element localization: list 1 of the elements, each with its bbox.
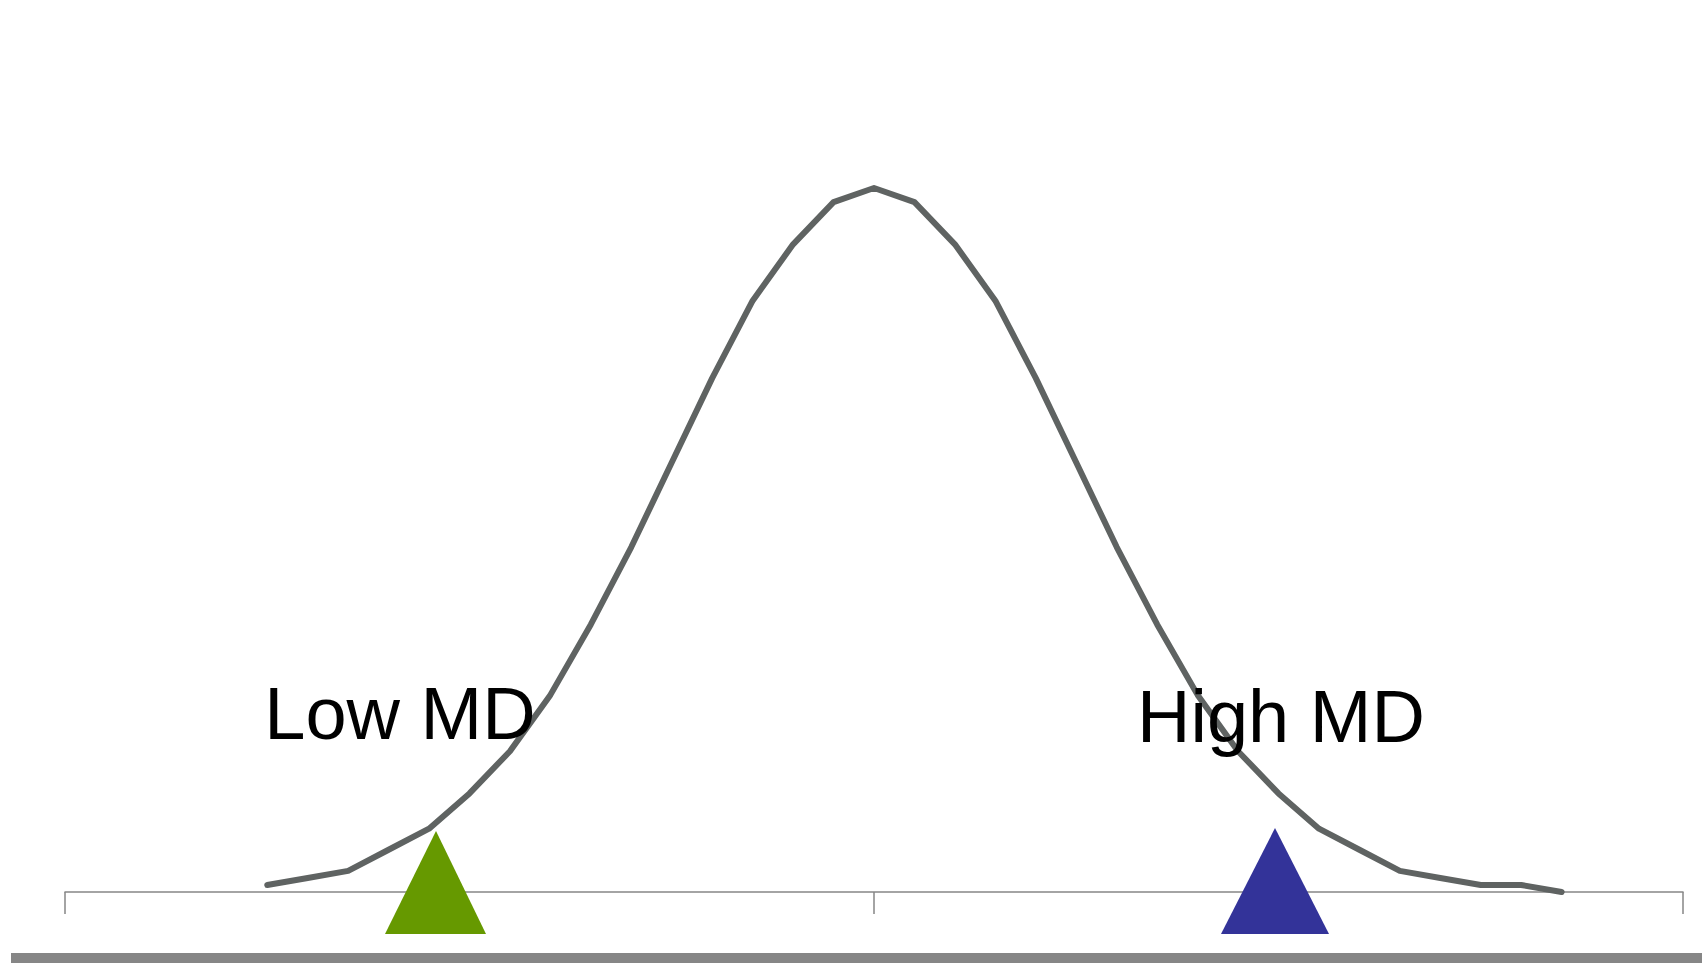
annotation: Low MD — [264, 672, 536, 755]
